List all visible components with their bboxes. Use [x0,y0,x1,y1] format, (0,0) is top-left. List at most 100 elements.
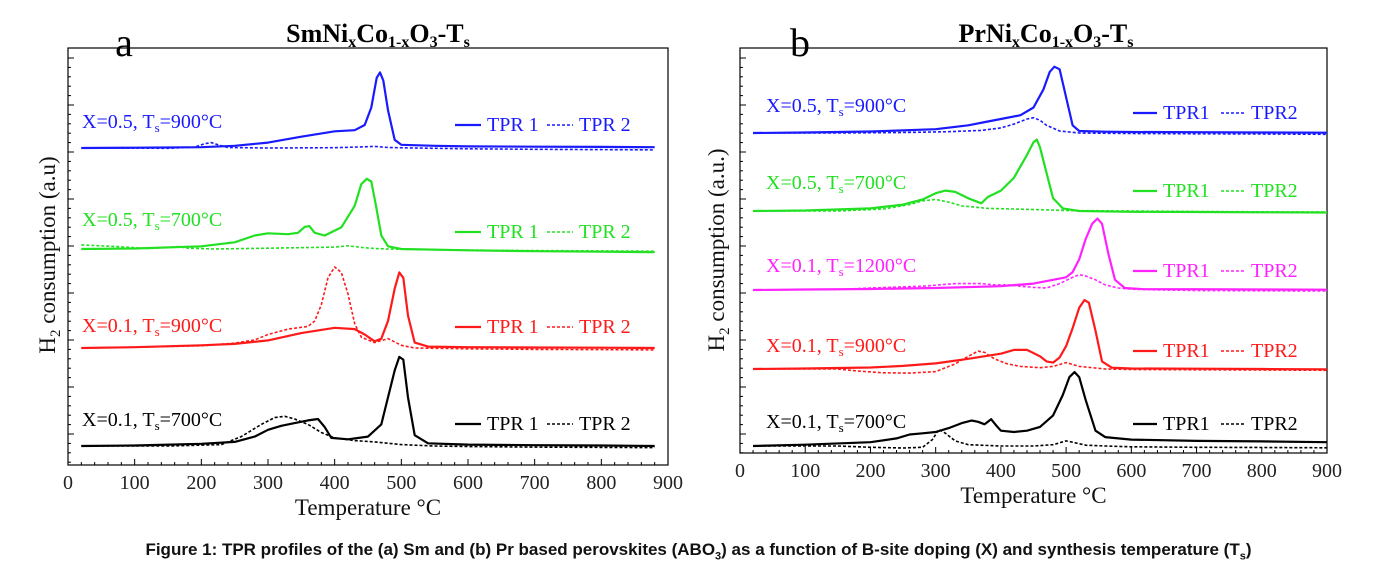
x-tick-label: 900 [1312,460,1342,482]
caption-sub-2: s [1239,550,1246,563]
legend-tpr2-label: TPR2 [1251,340,1298,362]
series-4: X=0.1, Ts=700°C TPR 1 TPR 2 [81,355,655,449]
x-tick-label: 700 [1182,460,1212,482]
series-label: X=0.5, Ts=900°C [82,111,222,135]
caption-text-3: ) [1245,540,1252,559]
plot-frame [67,47,669,466]
x-axis-label: Temperature °C [960,483,1106,508]
x-axis-label: Temperature °C [295,495,441,520]
y-axis-ticks [740,57,746,454]
tpr1-line [81,355,655,448]
series-legend: TPR1 TPR2 [1133,413,1298,435]
series-legend: TPR 1 TPR 2 [455,114,631,136]
panel-letter: b [790,20,810,65]
legend-tpr2-label: TPR2 [1251,102,1298,124]
x-tick-label: 0 [63,472,73,494]
tpr1-line [752,65,1328,135]
x-tick-label: 0 [735,460,745,482]
series-3: X=0.1, Ts=900°C TPR 1 TPR 2 [81,266,655,351]
panel-a: 0 100 200 300 400 500 600 700 800 900 Temperature … [35,19,683,520]
x-tick-label: 100 [120,472,150,494]
legend-tpr1-label: TPR1 [1163,180,1210,202]
legend-tpr2-label: TPR2 [1251,260,1298,282]
x-axis: 0 100 200 300 400 500 600 700 800 900 [735,447,1342,482]
x-tick-label: 200 [186,472,216,494]
series-label: X=0.5, Ts=700°C [82,209,222,233]
tpr1-line [752,371,1328,448]
tpr1-line [81,177,655,254]
tpr2-line [753,428,1328,449]
series-4: X=0.1, Ts=900°C TPR1 TPR2 [752,299,1328,374]
caption-text-2: ) as a function of B-site doping (X) and… [721,540,1240,559]
tpr2-line [81,415,655,449]
legend-tpr2-label: TPR2 [1251,413,1298,435]
series-2: X=0.5, Ts=700°C TPR 1 TPR 2 [81,177,655,254]
tpr2-line [752,273,1328,292]
tpr2-line [753,350,1328,374]
series-label: X=0.1, Ts=700°C [766,411,906,435]
panel-letter: a [115,20,133,65]
legend-tpr2-label: TPR 2 [579,221,631,243]
series-legend: TPR1 TPR2 [1133,260,1298,282]
series-legend: TPR1 TPR2 [1133,180,1298,202]
series-label: X=0.5, Ts=700°C [766,172,906,196]
caption-sub-1: 3 [715,550,722,563]
tpr2-line [753,116,1328,136]
series-5: X=0.1, Ts=700°C TPR1 TPR2 [752,371,1328,449]
x-tick-label: 600 [453,472,483,494]
x-tick-label: 300 [253,472,283,494]
x-tick-label: 100 [790,460,820,482]
caption-text-1: Figure 1: TPR profiles of the (a) Sm and… [145,540,716,559]
tpr1-line [81,71,655,150]
legend-tpr1-label: TPR1 [1163,102,1210,124]
legend-tpr2-label: TPR 2 [579,413,631,435]
x-tick-label: 500 [1051,460,1081,482]
tpr-figure: 0 100 200 300 400 500 600 700 800 900 Temperature … [35,19,1342,520]
legend-tpr2-label: TPR 2 [579,114,631,136]
legend-tpr1-label: TPR1 [1163,413,1210,435]
legend-tpr2-label: TPR 2 [579,316,631,338]
series-legend: TPR1 TPR2 [1133,340,1298,362]
series-legend: TPR 1 TPR 2 [455,221,631,243]
tpr1-line [752,217,1328,292]
series-1: X=0.5, Ts=900°C TPR 1 TPR 2 [81,71,655,151]
y-axis-label: H2 consumption (a.u.) [704,149,733,352]
x-tick-label: 800 [586,472,616,494]
series-label: X=0.1, Ts=900°C [82,315,222,339]
x-tick-label: 800 [1247,460,1277,482]
chart-title: SmNixCo1-xO3-Ts [286,19,470,51]
series-1: X=0.5, Ts=900°C TPR1 TPR2 [752,65,1328,136]
x-tick-label: 700 [520,472,550,494]
tpr1-line [81,271,655,350]
legend-tpr1-label: TPR1 [1163,260,1210,282]
series-legend: TPR 1 TPR 2 [455,316,631,338]
tpr1-line [752,299,1328,371]
legend-tpr1-label: TPR1 [1163,340,1210,362]
legend-tpr1-label: TPR 1 [487,316,539,338]
y-axis-ticks [68,57,74,463]
series-2: X=0.5, Ts=700°C TPR1 TPR2 [752,138,1328,214]
series-label: X=0.1, Ts=1200°C [766,255,916,279]
x-tick-label: 600 [1116,460,1146,482]
x-tick-label: 900 [653,472,683,494]
series-legend: TPR 1 TPR 2 [455,413,631,435]
legend-tpr1-label: TPR 1 [487,221,539,243]
chart-title: PrNixCo1-xO3-Ts [959,19,1134,51]
series-label: X=0.1, Ts=900°C [766,335,906,359]
series-label: X=0.1, Ts=700°C [82,409,222,433]
tpr2-line [81,244,655,252]
series-3: X=0.1, Ts=1200°C TPR1 TPR2 [752,217,1328,292]
tpr2-line [81,141,655,151]
legend-tpr2-label: TPR2 [1251,180,1298,202]
x-tick-label: 500 [386,472,416,494]
panel-b: 0 100 200 300 400 500 600 700 800 900 Temperature … [704,19,1342,508]
x-tick-label: 300 [921,460,951,482]
x-axis: 0 100 200 300 400 500 600 700 800 900 [63,459,683,494]
legend-tpr1-label: TPR 1 [487,413,539,435]
legend-tpr1-label: TPR 1 [487,114,539,136]
plot-frame [739,47,1328,454]
y-axis-label: H2 consumption (a.u) [35,156,64,353]
tpr2-line [81,266,655,351]
x-tick-label: 400 [986,460,1016,482]
tpr1-line [752,138,1328,214]
